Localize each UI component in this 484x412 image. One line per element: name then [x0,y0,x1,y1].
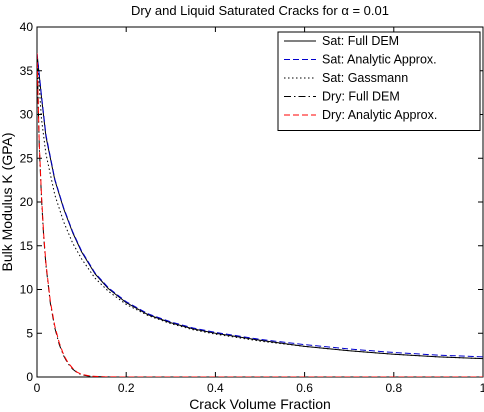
series-line-sat-full-dem [37,53,483,360]
series-group [37,53,483,377]
chart-title: Dry and Liquid Saturated Cracks for α = … [131,3,389,18]
legend-box [277,31,481,131]
legend-label-sat-analytic-approx: Sat: Analytic Approx. [322,53,437,67]
y-tick-label: 5 [26,326,33,340]
y-tick-label: 0 [26,370,33,384]
legend-label-dry-analytic-approx: Dry: Analytic Approx. [322,108,437,122]
series-line-sat-gassmann [37,53,483,360]
x-tick-label: 0 [34,381,41,395]
y-tick-label: 20 [20,195,34,209]
y-axis-label: Bulk Modulus K (GPA) [0,132,15,271]
x-tick-label: 1 [480,381,484,395]
y-tick-label: 25 [20,151,34,165]
y-tick-label: 35 [20,64,34,78]
legend-label-sat-full-dem: Sat: Full DEM [322,34,399,48]
y-tick-label: 30 [20,108,34,122]
y-tick-label: 10 [20,283,34,297]
y-tick-label: 15 [20,239,34,253]
x-tick-label: 0.8 [385,381,402,395]
x-axis-label: Crack Volume Fraction [189,396,331,412]
legend: Sat: Full DEM Sat: Analytic Approx. Sat: G… [277,31,481,131]
x-tick-label: 0.4 [207,381,224,395]
series-line-dry-analytic-approx [37,53,483,377]
x-tick-label: 0.2 [118,381,135,395]
x-tick-label: 0.6 [296,381,313,395]
legend-label-sat-gassmann: Sat: Gassmann [322,71,408,85]
y-tick-label: 40 [20,20,34,34]
legend-label-dry-full-dem: Dry: Full DEM [322,90,400,104]
